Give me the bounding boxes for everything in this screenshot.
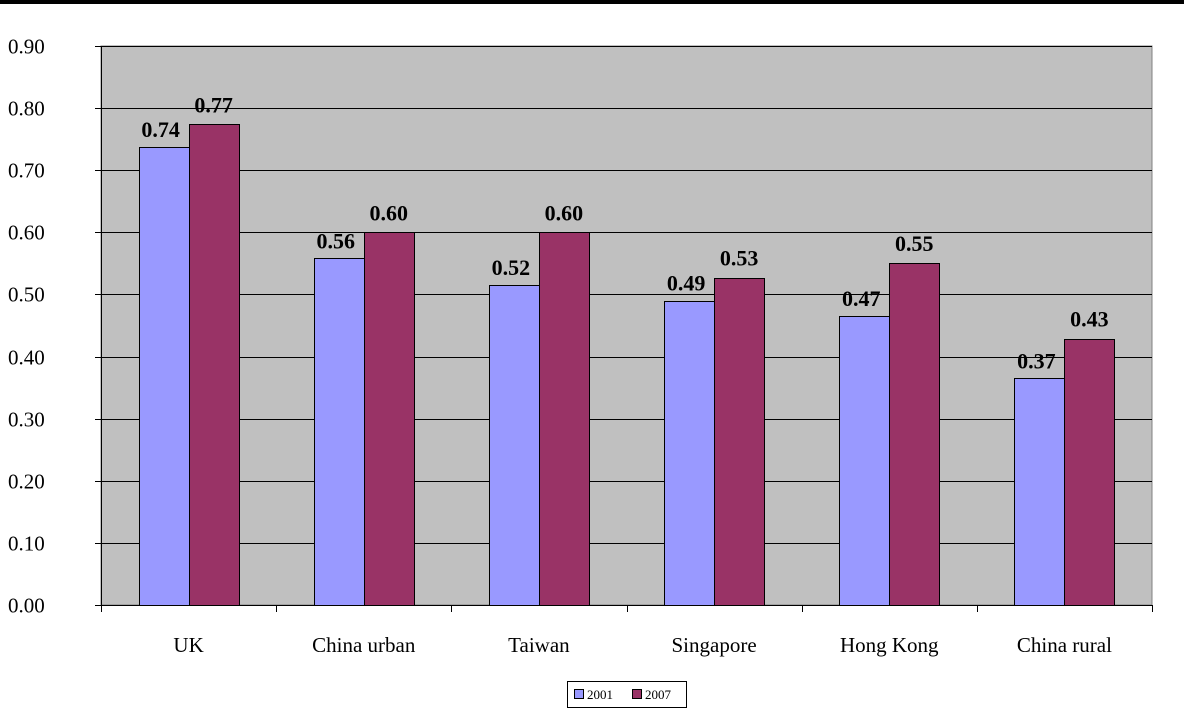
gridlines (101, 46, 1152, 544)
bars (139, 124, 1115, 606)
plot-area (100, 45, 1153, 606)
data-label: 0.53 (720, 246, 759, 271)
bar-2007-hong-kong (889, 263, 940, 606)
x-tick-label: Singapore (672, 633, 757, 657)
bar-2001-uk (139, 147, 190, 606)
bar-2001-china-urban (314, 258, 365, 606)
data-label: 0.55 (895, 231, 934, 256)
y-tick-label: 0.50 (8, 283, 45, 307)
data-labels: 0.74 0.77 0.56 0.60 0.52 0.60 0.49 0.53 0.47 0.55… (141, 92, 1108, 373)
data-label: 0.37 (1017, 348, 1056, 373)
top-border-rule (0, 0, 1184, 4)
bar-2001-china-rural (1014, 378, 1065, 606)
bar-2007-taiwan (539, 232, 590, 606)
y-tick-label: 0.30 (8, 408, 45, 432)
data-label: 0.52 (492, 255, 531, 280)
data-label: 0.77 (194, 92, 233, 117)
x-tick-label: China rural (1017, 633, 1112, 657)
bar-2007-uk (189, 124, 240, 606)
data-label: 0.56 (317, 228, 356, 253)
legend-box (567, 681, 687, 708)
bar-2001-singapore (664, 301, 715, 606)
y-tick-label: 0.20 (8, 470, 45, 494)
y-tick-label: 0.00 (8, 594, 45, 618)
bar-2007-singapore (714, 278, 765, 606)
data-label: 0.60 (545, 200, 584, 225)
bar-2007-china-urban (364, 232, 415, 606)
bar-2007-china-rural (1064, 339, 1115, 606)
y-tick-label: 0.60 (8, 221, 45, 245)
bar-2001-hong-kong (839, 316, 890, 606)
x-tick-label: Taiwan (508, 633, 570, 657)
data-label: 0.60 (370, 200, 409, 225)
x-axis: UK China urban Taiwan Singapore Hong Kong Chi… (101, 605, 1153, 657)
data-label: 0.47 (842, 286, 881, 311)
y-tick-label: 0.70 (8, 159, 45, 183)
data-label: 0.43 (1070, 307, 1109, 332)
y-tick-label: 0.40 (8, 346, 45, 370)
data-label: 0.49 (667, 271, 706, 296)
y-tick-label: 0.10 (8, 532, 45, 556)
y-tick-label: 0.80 (8, 97, 45, 121)
bar-2001-taiwan (489, 285, 540, 606)
y-axis: 0.00 0.10 0.20 0.30 0.40 0.50 0.60 0.70 0.80 0.90 (8, 35, 102, 618)
y-tick-label: 0.90 (8, 35, 45, 59)
legend-swatch-2001 (574, 689, 584, 699)
legend-label-2001: 2001 (587, 687, 613, 702)
legend-swatch-2007 (632, 689, 642, 699)
legend-label-2007: 2007 (645, 687, 672, 702)
x-tick-label: Hong Kong (840, 633, 939, 657)
x-tick-label: China urban (312, 633, 416, 657)
data-label: 0.74 (141, 117, 180, 142)
legend: 2001 2007 (567, 681, 687, 708)
x-tick-label: UK (173, 633, 203, 657)
